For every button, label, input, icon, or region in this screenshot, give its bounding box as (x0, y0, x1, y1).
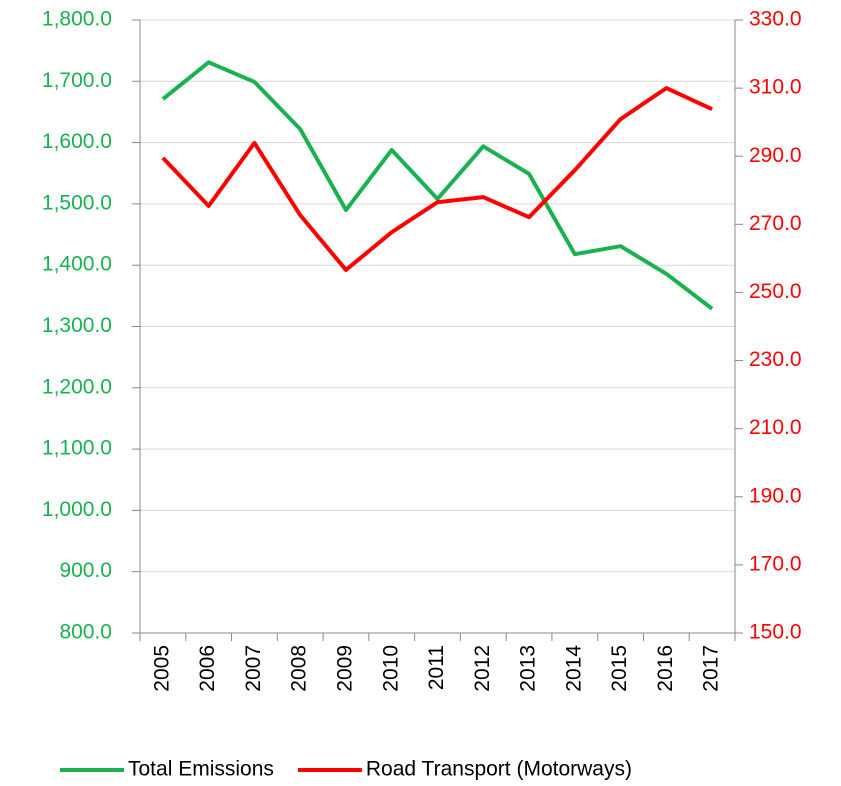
y2-tick-label: 330.0 (749, 8, 802, 31)
x-tick-label: 2016 (654, 645, 677, 692)
y-tick-label: 1,600.0 (42, 130, 112, 153)
legend-label: Total Emissions (128, 758, 274, 781)
x-tick-label: 2010 (379, 645, 402, 692)
y2-tick-label: 230.0 (749, 348, 802, 371)
x-tick-label: 2005 (150, 645, 173, 692)
series-line (161, 86, 713, 272)
x-tick-label: 2015 (608, 645, 631, 692)
y-tick-label: 1,000.0 (42, 498, 112, 521)
y-tick-label: 1,700.0 (42, 69, 112, 92)
x-tick-label: 2017 (700, 645, 723, 692)
y-tick-label: 1,300.0 (42, 314, 112, 337)
y-tick-label: 1,500.0 (42, 191, 112, 214)
y2-tick-label: 210.0 (749, 416, 802, 439)
y-tick-label: 1,800.0 (42, 8, 112, 31)
x-tick-label: 2008 (288, 645, 311, 692)
y2-tick-label: 170.0 (749, 552, 802, 575)
x-tick-label: 2009 (334, 645, 357, 692)
y-tick-label: 800.0 (59, 621, 112, 644)
x-tick-label: 2013 (517, 645, 540, 692)
legend-label: Road Transport (Motorways) (366, 758, 632, 781)
x-tick-label: 2011 (425, 645, 448, 690)
y2-tick-label: 190.0 (749, 484, 802, 507)
y2-tick-label: 310.0 (749, 76, 802, 99)
y2-tick-label: 250.0 (749, 280, 802, 303)
series-line (161, 60, 714, 311)
y-tick-label: 1,400.0 (42, 253, 112, 276)
y2-tick-label: 290.0 (749, 144, 802, 167)
x-tick-label: 2014 (562, 645, 585, 692)
y-tick-label: 1,200.0 (42, 375, 112, 398)
x-tick-label: 2012 (471, 645, 494, 692)
y2-tick-label: 270.0 (749, 212, 802, 235)
y-tick-label: 1,100.0 (42, 437, 112, 460)
y2-tick-label: 150.0 (749, 621, 802, 644)
y-tick-label: 900.0 (59, 559, 112, 582)
x-tick-label: 2006 (196, 645, 219, 692)
x-tick-label: 2007 (242, 645, 265, 692)
